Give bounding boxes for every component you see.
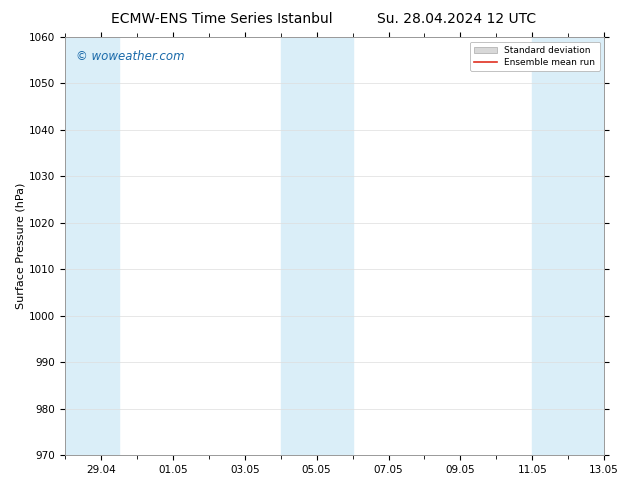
Text: © woweather.com: © woweather.com (76, 49, 184, 63)
Bar (533, 37, 604, 455)
Legend: Standard deviation, Ensemble mean run: Standard deviation, Ensemble mean run (470, 42, 600, 71)
Bar (65, 37, 119, 455)
Text: Su. 28.04.2024 12 UTC: Su. 28.04.2024 12 UTC (377, 12, 536, 26)
Y-axis label: Surface Pressure (hPa): Surface Pressure (hPa) (15, 183, 25, 309)
Bar (281, 37, 353, 455)
Text: ECMW-ENS Time Series Istanbul: ECMW-ENS Time Series Istanbul (111, 12, 333, 26)
